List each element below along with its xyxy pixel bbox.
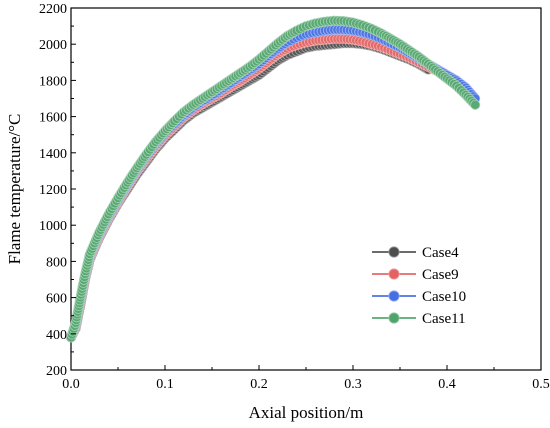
x-tick-label: 0.3 [344,377,362,392]
legend-marker [388,312,400,324]
x-tick-label: 0.1 [156,377,174,392]
series-case11 [66,15,481,343]
plot-area: 0.0 0.1 0.2 0.3 0.4 0.5 200 400 600 800 1000 1200 1… [39,2,550,392]
x-axis-title: Axial position/m [249,403,364,422]
x-tick-label: 0.4 [438,377,456,392]
y-tick-label: 800 [46,255,67,270]
legend-label: Case10 [422,289,466,305]
y-tick-label: 2000 [39,38,67,53]
legend-item: Case9 [372,267,459,283]
data-point [470,99,481,110]
y-axis-title: Flame temperature/°C [5,114,24,265]
y-tick-label: 1200 [39,183,67,198]
series-layer [66,15,481,343]
legend-item: Case10 [372,289,466,305]
legend-label: Case4 [422,245,459,261]
legend-marker [388,246,400,258]
x-axis-ticks: 0.0 0.1 0.2 0.3 0.4 0.5 [62,365,550,392]
y-axis-ticks: 200 400 600 800 1000 1200 1400 1600 1800 2000 2200 [39,2,76,379]
y-tick-label: 200 [46,364,67,379]
legend-item: Case4 [372,245,459,261]
legend-item: Case11 [372,311,466,327]
legend-marker [388,290,400,302]
y-tick-label: 600 [46,292,67,307]
y-tick-label: 1600 [39,111,67,126]
x-tick-label: 0.5 [532,377,550,392]
x-tick-label: 0.0 [62,377,80,392]
y-tick-label: 1400 [39,147,67,162]
plot-frame [70,7,542,371]
y-tick-label: 400 [46,328,67,343]
legend-marker [388,268,400,280]
y-tick-label: 1800 [39,74,67,89]
legend-label: Case9 [422,267,459,283]
y-tick-label: 2200 [39,2,67,17]
legend: Case4 Case9 Case10 Case11 [372,245,466,327]
legend-label: Case11 [422,311,466,327]
y-tick-label: 1000 [39,219,67,234]
x-tick-label: 0.2 [250,377,268,392]
